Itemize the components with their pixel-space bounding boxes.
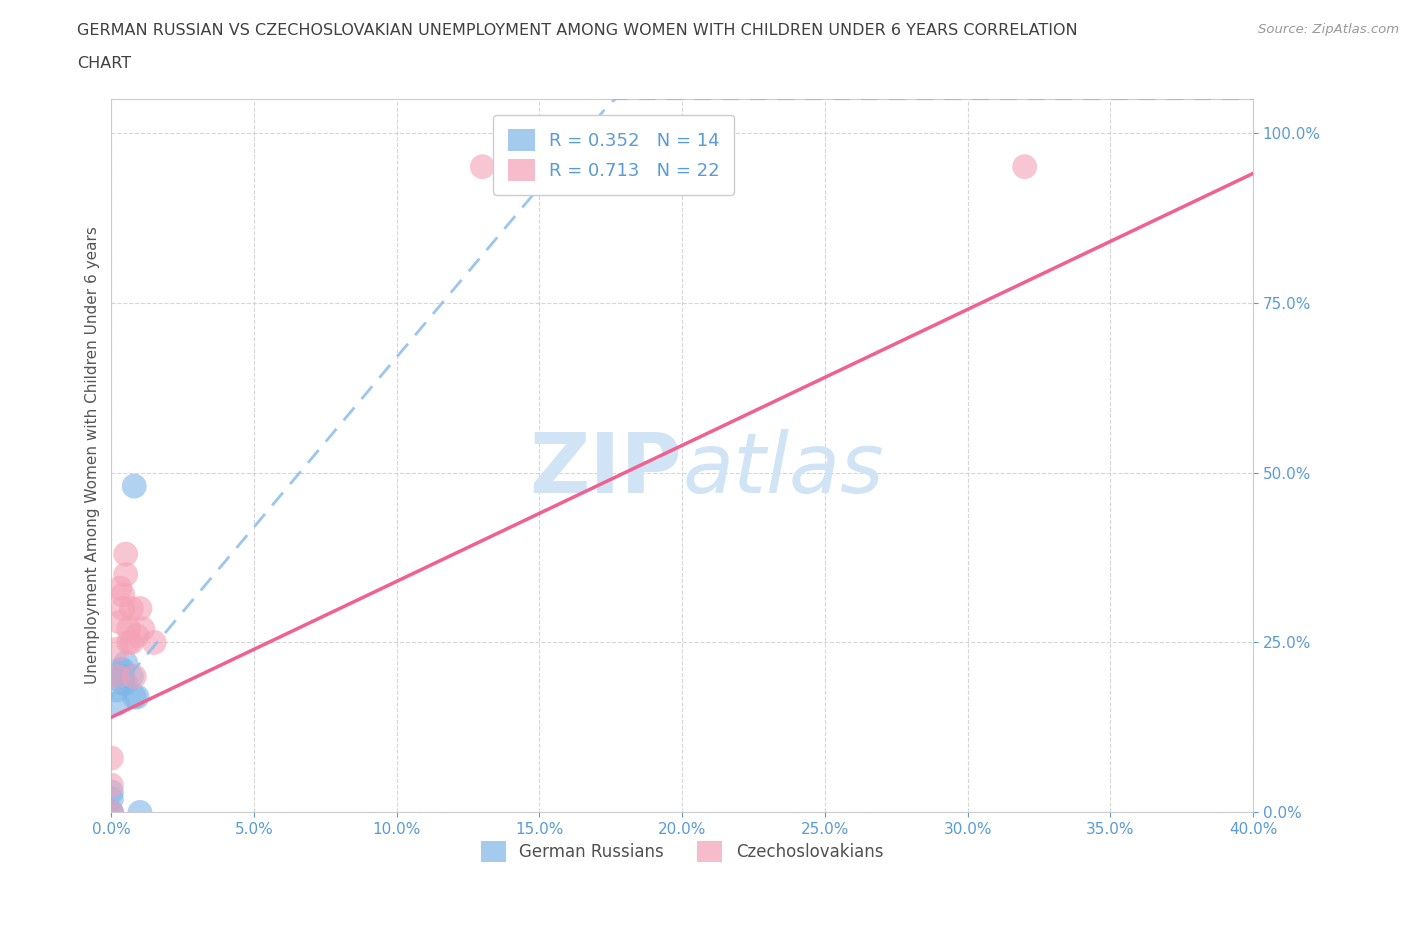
Point: [143, 635, 166, 650]
Point: [105, 697, 128, 711]
Point: [132, 621, 155, 636]
Point: [111, 588, 134, 603]
Point: [100, 777, 122, 792]
Point: [100, 791, 122, 806]
Point: [129, 601, 152, 616]
Point: [1014, 159, 1036, 174]
Text: Source: ZipAtlas.com: Source: ZipAtlas.com: [1258, 23, 1399, 36]
Point: [100, 805, 122, 820]
Text: atlas: atlas: [682, 430, 884, 511]
Point: [100, 805, 122, 820]
Point: [117, 621, 139, 636]
Point: [127, 689, 149, 704]
Point: [108, 580, 131, 595]
Point: [114, 547, 136, 562]
Point: [114, 676, 136, 691]
Legend: German Russians, Czechoslovakians: German Russians, Czechoslovakians: [474, 834, 890, 869]
Point: [100, 751, 122, 765]
Point: [471, 159, 494, 174]
Y-axis label: Unemployment Among Women with Children Under 6 years: Unemployment Among Women with Children U…: [86, 227, 100, 684]
Text: CHART: CHART: [77, 56, 131, 71]
Point: [111, 669, 134, 684]
Point: [122, 689, 145, 704]
Point: [108, 615, 131, 630]
Point: [129, 805, 152, 820]
Point: [122, 669, 145, 684]
Point: [111, 676, 134, 691]
Point: [100, 785, 122, 800]
Point: [120, 601, 142, 616]
Point: [122, 479, 145, 494]
Point: [127, 629, 149, 644]
Point: [105, 669, 128, 684]
Point: [114, 567, 136, 582]
Point: [105, 642, 128, 657]
Point: [105, 683, 128, 698]
Point: [108, 669, 131, 684]
Point: [117, 635, 139, 650]
Point: [108, 662, 131, 677]
Point: [120, 669, 142, 684]
Point: [111, 601, 134, 616]
Point: [120, 635, 142, 650]
Point: [114, 656, 136, 671]
Text: GERMAN RUSSIAN VS CZECHOSLOVAKIAN UNEMPLOYMENT AMONG WOMEN WITH CHILDREN UNDER 6: GERMAN RUSSIAN VS CZECHOSLOVAKIAN UNEMPL…: [77, 23, 1078, 38]
Point: [111, 662, 134, 677]
Text: ZIP: ZIP: [530, 430, 682, 511]
Point: [100, 805, 122, 820]
